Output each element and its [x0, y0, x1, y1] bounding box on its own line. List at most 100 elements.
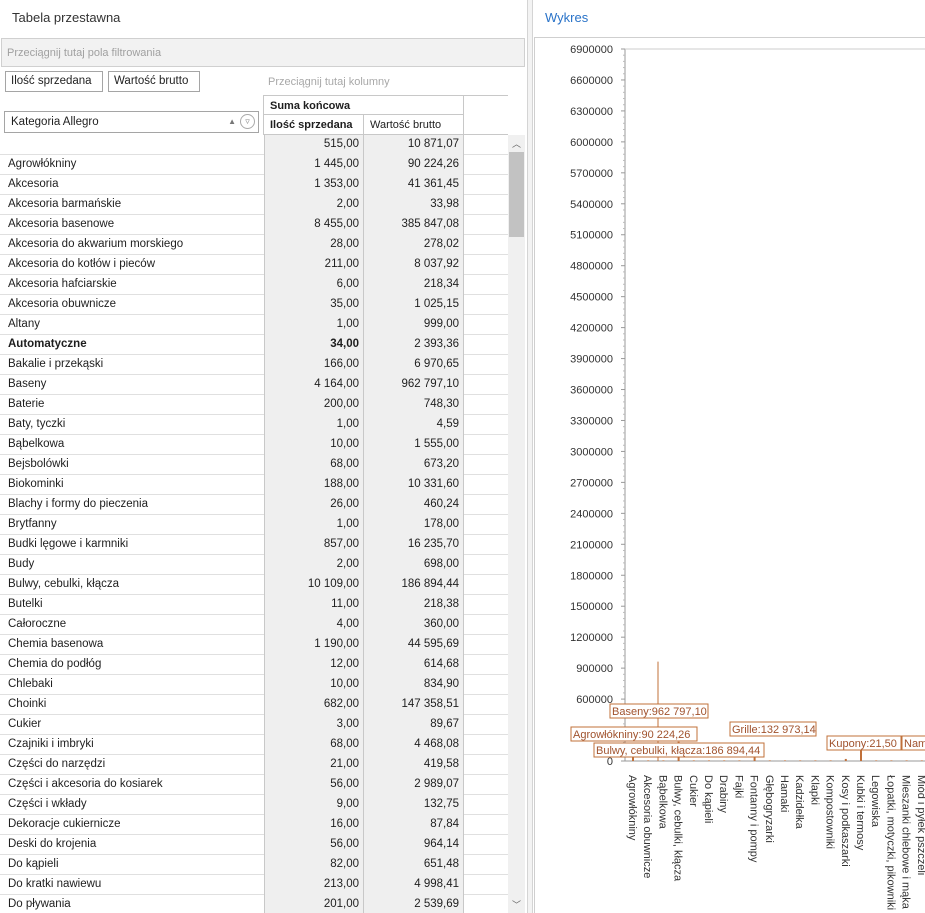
chart-bar[interactable]: [662, 760, 665, 761]
cell-qty[interactable]: 857,00: [264, 535, 364, 555]
cell-qty[interactable]: 10 109,00: [264, 575, 364, 595]
cell-value[interactable]: 614,68: [364, 655, 464, 675]
table-row[interactable]: Części i akcesoria do kosiarek 56,00 2 989…: [0, 775, 508, 795]
chart-bar[interactable]: [784, 760, 786, 761]
cell-value[interactable]: 278,02: [364, 235, 464, 255]
cell-qty[interactable]: 4,00: [264, 615, 364, 635]
table-row[interactable]: Chemia basenowa 1 190,00 44 595,69: [0, 635, 508, 655]
table-row[interactable]: Akcesoria do akwarium morskiego 28,00 278,…: [0, 235, 508, 255]
cell-value[interactable]: 218,34: [364, 275, 464, 295]
table-row[interactable]: Do kratki nawiewu 213,00 4 998,41: [0, 875, 508, 895]
cell-value[interactable]: 147 358,51: [364, 695, 464, 715]
table-row[interactable]: Bąbelkowa 10,00 1 555,00: [0, 435, 508, 455]
cell-qty[interactable]: 68,00: [264, 455, 364, 475]
cell-value[interactable]: 2 539,69: [364, 895, 464, 913]
cell-value[interactable]: 218,38: [364, 595, 464, 615]
table-row[interactable]: Akcesoria do kotłów i pieców 211,00 8 037,…: [0, 255, 508, 275]
table-row[interactable]: Chlebaki 10,00 834,90: [0, 675, 508, 695]
table-row[interactable]: Budki lęgowe i karmniki 857,00 16 235,70: [0, 535, 508, 555]
table-row[interactable]: Części i wkłady 9,00 132,75: [0, 795, 508, 815]
chart-bar[interactable]: [723, 760, 726, 761]
cell-qty[interactable]: 213,00: [264, 875, 364, 895]
cell-value[interactable]: 41 361,45: [364, 175, 464, 195]
sort-ascending-icon[interactable]: ▲: [228, 117, 236, 126]
cell-qty[interactable]: 682,00: [264, 695, 364, 715]
cell-qty[interactable]: 6,00: [264, 275, 364, 295]
cell-qty[interactable]: 1 190,00: [264, 635, 364, 655]
chart-bar[interactable]: [920, 760, 923, 761]
table-row[interactable]: Automatyczne 34,00 2 393,36: [0, 335, 508, 355]
chart-bar[interactable]: [799, 760, 802, 761]
table-row[interactable]: Altany 1,00 999,00: [0, 315, 508, 335]
cell-qty[interactable]: 8 455,00: [264, 215, 364, 235]
cell-value[interactable]: 16 235,70: [364, 535, 464, 555]
chart-bar[interactable]: [768, 760, 771, 761]
cell-value[interactable]: 10 331,60: [364, 475, 464, 495]
cell-qty[interactable]: 34,00: [264, 335, 364, 355]
cell-value[interactable]: 962 797,10: [364, 375, 464, 395]
cell-qty[interactable]: 166,00: [264, 355, 364, 375]
cell-qty[interactable]: 1,00: [264, 415, 364, 435]
cell-qty[interactable]: 56,00: [264, 835, 364, 855]
table-row[interactable]: Bakalie i przekąski 166,00 6 970,65: [0, 355, 508, 375]
table-row[interactable]: Do pływania 201,00 2 539,69: [0, 895, 508, 913]
chart-bar[interactable]: [753, 756, 756, 761]
cell-qty[interactable]: 9,00: [264, 795, 364, 815]
cell-value[interactable]: 90 224,26: [364, 155, 464, 175]
cell-value[interactable]: 2 989,07: [364, 775, 464, 795]
filter-icon[interactable]: ▿: [240, 114, 255, 129]
table-row[interactable]: Blachy i formy do pieczenia 26,00 460,24: [0, 495, 508, 515]
cell-qty[interactable]: 11,00: [264, 595, 364, 615]
table-row[interactable]: Akcesoria 1 353,00 41 361,45: [0, 175, 508, 195]
cell-value[interactable]: 698,00: [364, 555, 464, 575]
cell-value[interactable]: 44 595,69: [364, 635, 464, 655]
table-row[interactable]: Budy 2,00 698,00: [0, 555, 508, 575]
cell-value[interactable]: 1 025,15: [364, 295, 464, 315]
table-row[interactable]: 515,00 10 871,07: [0, 135, 508, 155]
cell-qty[interactable]: 12,00: [264, 655, 364, 675]
cell-qty[interactable]: 3,00: [264, 715, 364, 735]
cell-value[interactable]: 460,24: [364, 495, 464, 515]
scrollbar-thumb[interactable]: [509, 152, 524, 237]
chart-bar[interactable]: [647, 760, 650, 761]
cell-qty[interactable]: 82,00: [264, 855, 364, 875]
cell-value[interactable]: 4,59: [364, 415, 464, 435]
filter-drop-zone[interactable]: Przeciągnij tutaj pola filtrowania: [1, 38, 525, 67]
column-header-qty[interactable]: Ilość sprzedana: [263, 114, 364, 135]
cell-qty[interactable]: 2,00: [264, 195, 364, 215]
table-row[interactable]: Akcesoria obuwnicze 35,00 1 025,15: [0, 295, 508, 315]
chart-bar[interactable]: [875, 760, 878, 761]
cell-value[interactable]: 673,20: [364, 455, 464, 475]
chart-bar[interactable]: [844, 758, 847, 761]
cell-qty[interactable]: 56,00: [264, 775, 364, 795]
chart-bar[interactable]: [692, 760, 695, 761]
cell-qty[interactable]: 4 164,00: [264, 375, 364, 395]
cell-value[interactable]: 33,98: [364, 195, 464, 215]
cell-qty[interactable]: 1,00: [264, 515, 364, 535]
cell-qty[interactable]: 35,00: [264, 295, 364, 315]
cell-qty[interactable]: 200,00: [264, 395, 364, 415]
table-row[interactable]: Butelki 11,00 218,38: [0, 595, 508, 615]
cell-value[interactable]: 89,67: [364, 715, 464, 735]
cell-qty[interactable]: 1,00: [264, 315, 364, 335]
cell-qty[interactable]: 188,00: [264, 475, 364, 495]
chart-bar[interactable]: [890, 760, 893, 761]
cell-qty[interactable]: 16,00: [264, 815, 364, 835]
table-row[interactable]: Baty, tyczki 1,00 4,59: [0, 415, 508, 435]
field-button-qty[interactable]: Ilość sprzedana: [5, 71, 103, 92]
table-row[interactable]: Akcesoria basenowe 8 455,00 385 847,08: [0, 215, 508, 235]
cell-qty[interactable]: 515,00: [264, 135, 364, 155]
table-row[interactable]: Choinki 682,00 147 358,51: [0, 695, 508, 715]
cell-value[interactable]: 651,48: [364, 855, 464, 875]
cell-qty[interactable]: 10,00: [264, 435, 364, 455]
row-field-button[interactable]: Kategoria Allegro ▲ ▿: [4, 111, 259, 133]
cell-value[interactable]: 834,90: [364, 675, 464, 695]
table-row[interactable]: Biokominki 188,00 10 331,60: [0, 475, 508, 495]
table-row[interactable]: Chemia do podłóg 12,00 614,68: [0, 655, 508, 675]
table-row[interactable]: Całoroczne 4,00 360,00: [0, 615, 508, 635]
cell-qty[interactable]: 2,00: [264, 555, 364, 575]
table-row[interactable]: Akcesoria barmańskie 2,00 33,98: [0, 195, 508, 215]
field-button-value[interactable]: Wartość brutto: [108, 71, 200, 92]
cell-value[interactable]: 748,30: [364, 395, 464, 415]
cell-value[interactable]: 186 894,44: [364, 575, 464, 595]
